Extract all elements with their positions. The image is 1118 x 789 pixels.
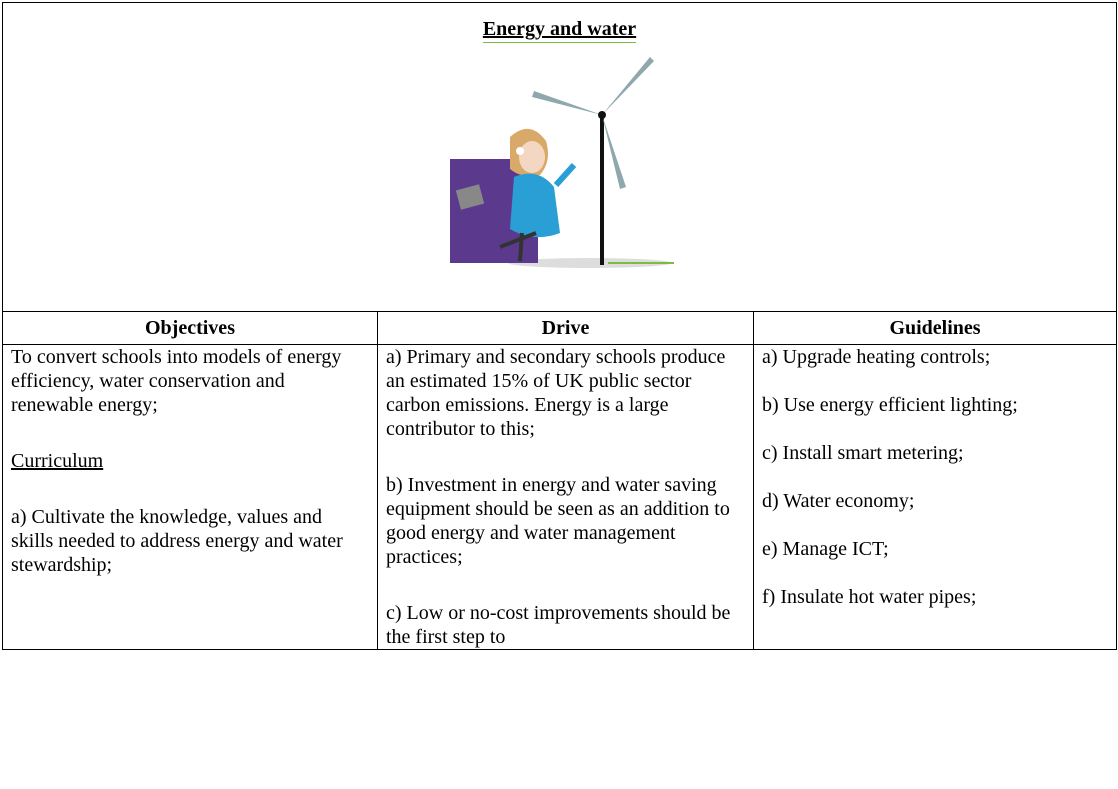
guidelines-cell: a) Upgrade heating controls; b) Use ener… xyxy=(752,344,1118,650)
document: Energy and water Objectives Drive Guidel… xyxy=(1,2,1118,650)
paragraph: a) Primary and secondary schools produce… xyxy=(386,346,726,440)
column-header: Drive xyxy=(377,311,754,345)
drive-cell: a) Primary and secondary schools produce… xyxy=(377,344,754,650)
wind-turbine-illustration xyxy=(449,57,674,268)
paragraph: To convert schools into models of energy… xyxy=(11,346,342,416)
energy-table: Energy and water Objectives Drive Guidel… xyxy=(1,2,1118,650)
column-header: Guidelines xyxy=(752,311,1118,345)
paragraph: c) Low or no-cost improvements should be… xyxy=(386,602,731,648)
paragraph: b) Investment in energy and water saving… xyxy=(386,474,730,568)
subheading: Curriculum xyxy=(11,450,104,472)
paragraph: c) Install smart metering; xyxy=(762,442,964,464)
paragraph: e) Manage ICT; xyxy=(762,538,889,560)
paragraph: a) Cultivate the knowledge, values and s… xyxy=(11,506,343,576)
paragraph: a) Upgrade heating controls; xyxy=(762,346,991,368)
objectives-cell: To convert schools into models of energy… xyxy=(2,344,378,650)
column-header: Objectives xyxy=(2,311,378,345)
paragraph: d) Water economy; xyxy=(762,490,915,512)
paragraph: b) Use energy efficient lighting; xyxy=(762,394,1018,416)
title-cell: Energy and water xyxy=(1,2,1118,312)
paragraph: f) Insulate hot water pipes; xyxy=(762,586,977,608)
title: Energy and water xyxy=(482,17,637,43)
